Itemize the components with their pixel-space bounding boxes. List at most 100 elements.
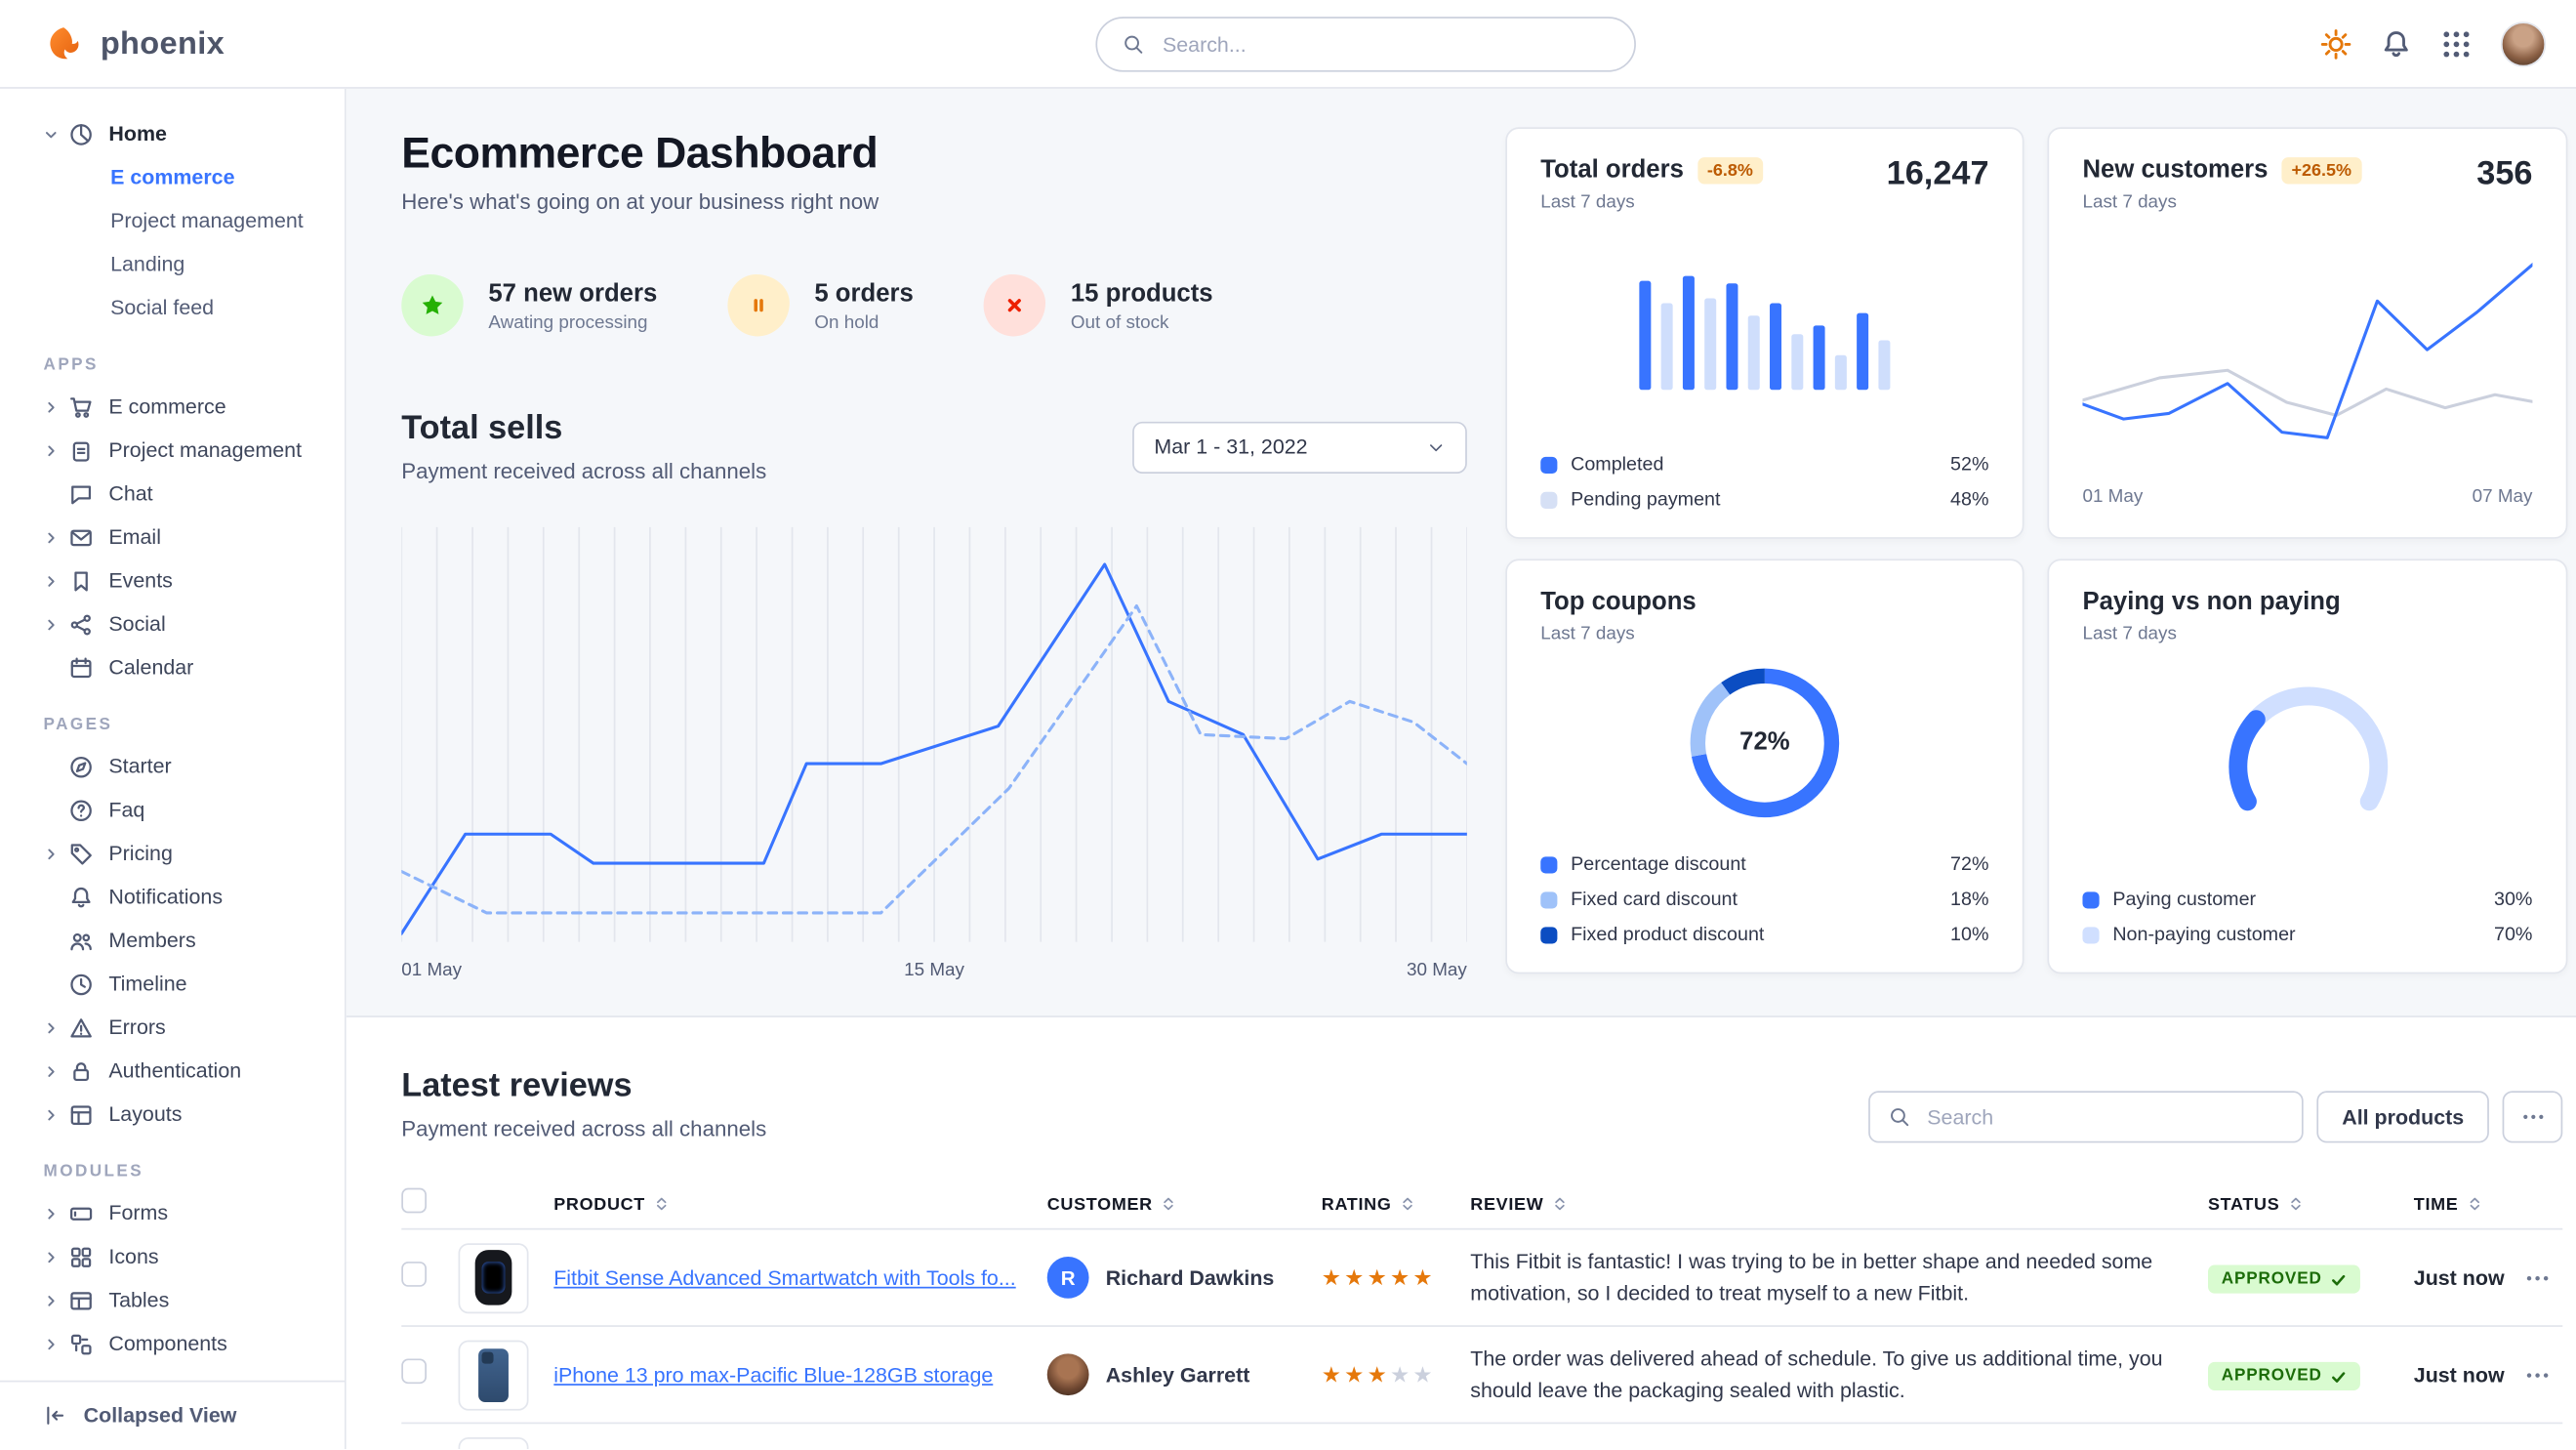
x-label: 30 May	[1407, 960, 1467, 981]
collapse-sidebar-button[interactable]: Collapsed View	[0, 1380, 346, 1449]
sidebar-item-social-feed[interactable]: Social feed	[110, 296, 215, 320]
reviews-search-input[interactable]	[1923, 1103, 2284, 1131]
row-actions-button[interactable]	[2513, 1361, 2562, 1388]
column-header-customer[interactable]: CUSTOMER	[1047, 1194, 1322, 1214]
column-header-review[interactable]: REVIEW	[1470, 1194, 2208, 1214]
pause-icon	[727, 274, 790, 337]
review-time: Just now	[2413, 1362, 2505, 1387]
sidebar-item-label: Pricing	[108, 841, 173, 865]
total-sells-header: Total sells Payment received across all …	[401, 410, 1467, 483]
column-header-status[interactable]: STATUS	[2208, 1194, 2400, 1214]
legend-label: Percentage discount	[1571, 854, 1746, 876]
review-text: This Fitbit is fantastic! I was trying t…	[1470, 1249, 2153, 1305]
notifications-bell-icon[interactable]	[2381, 28, 2413, 61]
product-link[interactable]: iPhone 13 pro max-Pacific Blue-128GB sto…	[553, 1362, 994, 1387]
sidebar-item-notifications[interactable]: Notifications	[0, 875, 345, 919]
reviews-more-button[interactable]	[2502, 1091, 2563, 1143]
legend-swatch	[2082, 891, 2100, 909]
bell-icon	[68, 885, 94, 910]
sidebar-section-modules: MODULES	[43, 1162, 144, 1181]
sidebar-item-social[interactable]: Social	[0, 602, 345, 646]
table-header-row: PRODUCT CUSTOMER RATING REVIEW STATUS TI…	[401, 1180, 2563, 1230]
main-content: Ecommerce Dashboard Here's what's going …	[346, 88, 2576, 1450]
sidebar-item-label: Members	[108, 929, 196, 953]
legend-swatch	[1540, 927, 1558, 944]
sidebar-item-icons[interactable]: Icons	[0, 1235, 345, 1279]
sidebar-item-home[interactable]: Home	[0, 112, 345, 156]
legend-swatch	[1540, 456, 1558, 474]
chevron-right-icon	[44, 573, 59, 588]
sidebar-item-authentication[interactable]: Authentication	[0, 1049, 345, 1093]
x-axis-labels: 01 May 07 May	[2082, 487, 2532, 508]
customer-avatar	[1046, 1353, 1089, 1396]
sidebar-item-timeline[interactable]: Timeline	[0, 962, 345, 1006]
chevron-right-icon	[44, 1206, 59, 1221]
sidebar-item-chat[interactable]: Chat	[0, 472, 345, 516]
product-image[interactable]	[458, 1437, 529, 1450]
user-avatar[interactable]	[2500, 21, 2547, 67]
sort-icon	[654, 1196, 669, 1211]
column-header-time[interactable]: TIME	[2400, 1194, 2513, 1214]
paying-gauge-chart	[2082, 644, 2532, 875]
row-actions-button[interactable]	[2513, 1264, 2562, 1291]
sort-icon	[2467, 1196, 2481, 1211]
sidebar-item-faq[interactable]: Faq	[0, 788, 345, 832]
legend-value: 48%	[1950, 490, 1989, 511]
date-range-value: Mar 1 - 31, 2022	[1154, 435, 1308, 459]
global-search[interactable]	[1095, 17, 1636, 72]
sidebar-item-label: Home	[108, 122, 167, 146]
sidebar-item-members[interactable]: Members	[0, 919, 345, 963]
column-header-product[interactable]: PRODUCT	[553, 1194, 1047, 1214]
reviews-search[interactable]	[1868, 1091, 2304, 1143]
smartwatch-thumbnail	[474, 1250, 512, 1305]
select-all-checkbox[interactable]	[401, 1186, 427, 1213]
x-label: 15 May	[904, 960, 964, 981]
stat-value: 15 products	[1070, 278, 1213, 308]
theme-toggle-sun-icon[interactable]	[2320, 28, 2352, 61]
sidebar-item-landing[interactable]: Landing	[110, 252, 185, 276]
sidebar-item-label: Notifications	[108, 885, 224, 909]
chevron-right-icon	[44, 616, 59, 631]
column-header-rating[interactable]: RATING	[1322, 1194, 1471, 1214]
question-circle-icon	[68, 798, 94, 823]
row-checkbox[interactable]	[401, 1357, 427, 1384]
row-checkbox[interactable]	[401, 1261, 427, 1286]
reviews-subtitle: Payment received across all channels	[401, 1115, 767, 1141]
new-customers-line-chart	[2082, 226, 2533, 474]
sidebar-item-tables[interactable]: Tables	[0, 1278, 345, 1322]
product-image[interactable]	[458, 1242, 529, 1313]
chevron-right-icon	[44, 529, 59, 544]
stat-value: 5 orders	[814, 278, 914, 308]
sidebar-item-apps-ecommerce[interactable]: E commerce	[0, 385, 345, 429]
sidebar-item-starter[interactable]: Starter	[0, 745, 345, 789]
total-orders-card: Total orders -6.8% Last 7 days 16,247	[1505, 127, 2024, 539]
sidebar-item-label: Forms	[108, 1201, 169, 1225]
sidebar-item-errors[interactable]: Errors	[0, 1006, 345, 1050]
sidebar-item-e-commerce[interactable]: E commerce	[110, 165, 235, 189]
stat-caption: Out of stock	[1070, 311, 1169, 333]
apps-grid-icon[interactable]	[2440, 28, 2473, 61]
product-link[interactable]: Fitbit Sense Advanced Smartwatch with To…	[553, 1265, 1016, 1290]
sort-icon	[1552, 1196, 1567, 1211]
product-image[interactable]	[458, 1339, 529, 1410]
sidebar-item-project-management[interactable]: Project management	[110, 209, 304, 233]
search-input[interactable]	[1159, 30, 1610, 59]
sidebar-item-apps-project-management[interactable]: Project management	[0, 429, 345, 473]
top-coupons-card: Top coupons Last 7 days 72% Percentage d…	[1505, 559, 2024, 974]
share-nodes-icon	[68, 611, 94, 637]
sidebar-item-layouts[interactable]: Layouts	[0, 1093, 345, 1137]
layout-icon	[68, 1101, 94, 1127]
sidebar-item-email[interactable]: Email	[0, 516, 345, 559]
sidebar-item-calendar[interactable]: Calendar	[0, 645, 345, 689]
sidebar-item-forms[interactable]: Forms	[0, 1191, 345, 1235]
all-products-button[interactable]: All products	[2316, 1091, 2489, 1143]
brand-logo[interactable]: phoenix	[42, 0, 225, 89]
brand-name: phoenix	[100, 25, 225, 62]
sidebar-item-components[interactable]: Components	[0, 1322, 345, 1366]
date-range-select[interactable]: Mar 1 - 31, 2022	[1132, 420, 1467, 474]
sidebar-item-pricing[interactable]: Pricing	[0, 832, 345, 876]
sidebar-item-events[interactable]: Events	[0, 559, 345, 602]
envelope-icon	[68, 524, 94, 550]
table-body: Fitbit Sense Advanced Smartwatch with To…	[401, 1230, 2563, 1450]
form-input-icon	[68, 1201, 94, 1226]
